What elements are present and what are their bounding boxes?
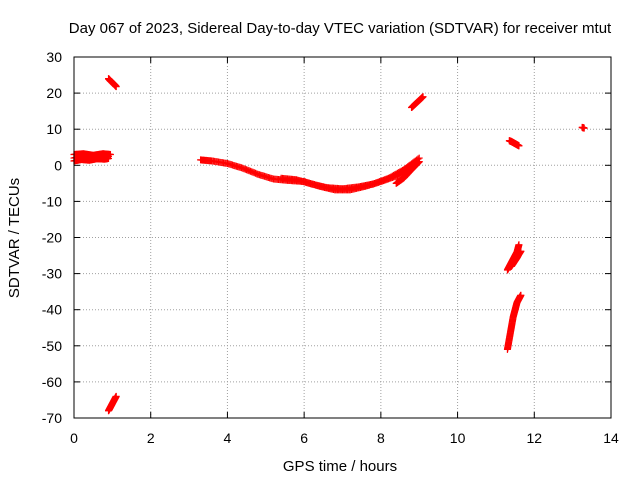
y-tick-label: -40 <box>42 302 62 318</box>
y-tick-label: 30 <box>46 49 62 65</box>
data-point <box>414 159 422 167</box>
data-point <box>415 158 423 166</box>
x-tick-label: 6 <box>300 430 308 446</box>
chart-title: Day 067 of 2023, Sidereal Day-to-day VTE… <box>69 20 612 37</box>
x-tick-label: 12 <box>526 430 542 446</box>
y-tick-label: 0 <box>54 157 62 173</box>
y-tick-label: -30 <box>42 266 62 282</box>
x-tick-label: 14 <box>603 430 619 446</box>
series-arc-m <box>507 247 525 270</box>
series-arc-b <box>70 154 113 165</box>
data-point <box>419 93 427 101</box>
y-tick-label: -60 <box>42 374 62 390</box>
x-tick-label: 8 <box>377 430 385 446</box>
x-tick-label: 4 <box>224 430 232 446</box>
series-arc-d <box>105 75 120 91</box>
data-point <box>515 241 523 249</box>
y-tick-label: 10 <box>46 121 62 137</box>
series-arc-c <box>70 150 114 159</box>
data-point <box>415 158 423 166</box>
data-point <box>580 124 588 132</box>
y-tick-label: -20 <box>42 230 62 246</box>
x-tick-label: 10 <box>450 430 466 446</box>
data-point <box>517 247 525 255</box>
y-tick-label: -10 <box>42 193 62 209</box>
series-arc-i <box>408 93 427 112</box>
x-tick-label: 2 <box>147 430 155 446</box>
data-point <box>515 142 523 150</box>
series-arc-n <box>578 123 588 132</box>
y-axis-label: SDTVAR / TECUs <box>6 178 23 298</box>
series-arc-g <box>277 154 423 193</box>
data-point <box>517 291 525 299</box>
data-point <box>112 392 120 400</box>
series-arc-k <box>503 291 525 353</box>
data-point <box>106 150 114 158</box>
data-point <box>112 83 120 91</box>
series-arc-e <box>105 392 120 415</box>
y-tick-label: -50 <box>42 338 62 354</box>
data-points <box>70 75 588 415</box>
series-arc-j <box>505 137 523 150</box>
axis-ticks: 0 2 4 6 8 10 12 14 -70 -60 -50 -40 -30 -20 -10 0 10 20 30 <box>42 49 619 446</box>
grid-lines <box>74 57 611 418</box>
y-tick-label: -70 <box>42 410 62 426</box>
series-arc-h <box>392 158 423 187</box>
x-tick-label: 0 <box>70 430 78 446</box>
y-tick-label: 20 <box>46 85 62 101</box>
x-axis-label: GPS time / hours <box>283 458 397 475</box>
